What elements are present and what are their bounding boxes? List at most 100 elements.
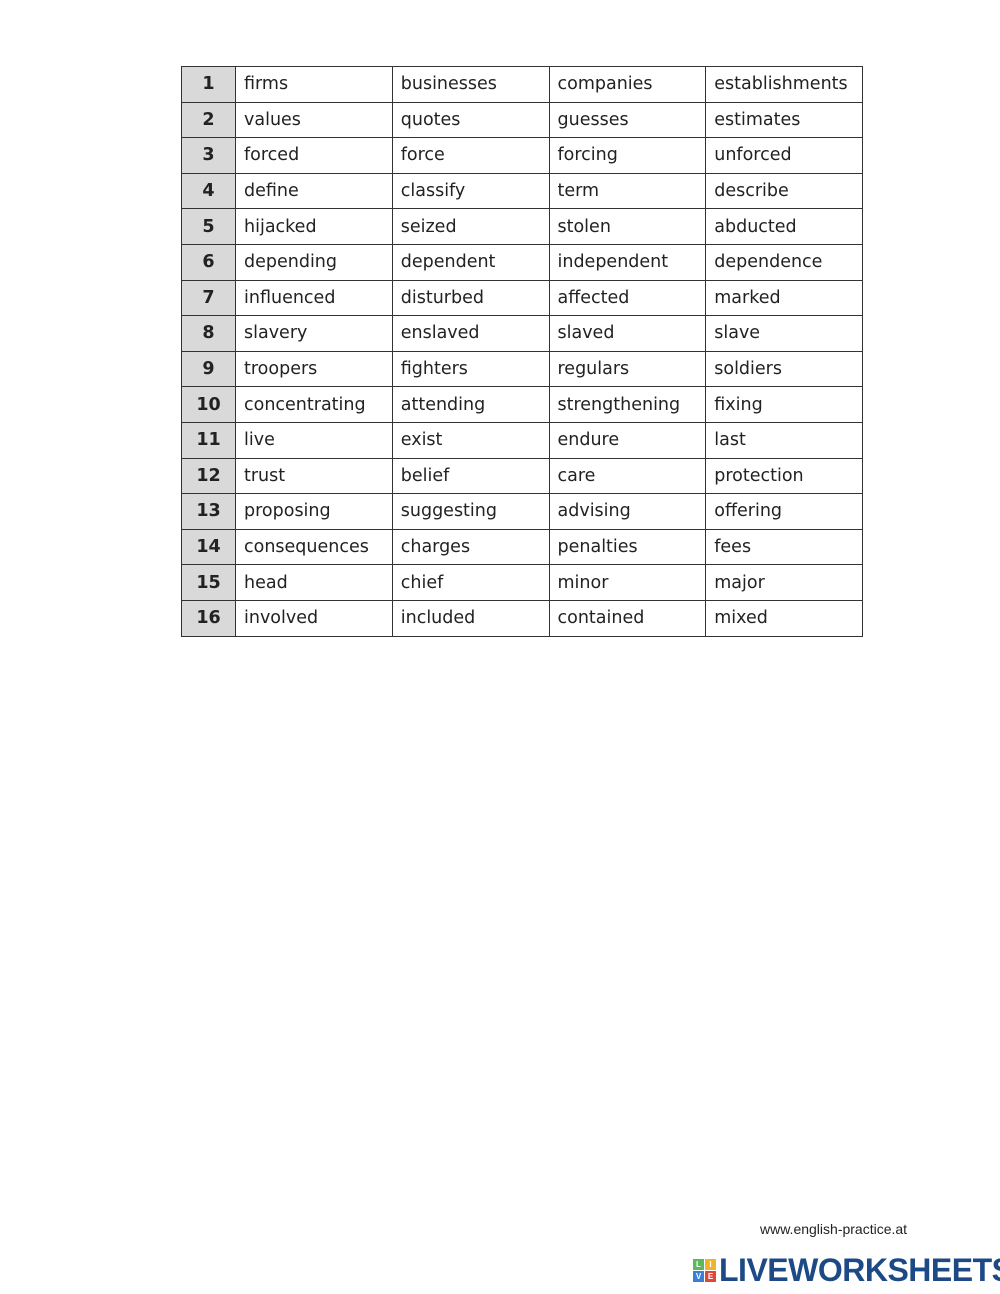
row-number: 9 xyxy=(181,350,236,388)
word-option: hijacked xyxy=(235,208,393,245)
word-option: influenced xyxy=(235,279,393,317)
table-row: 6 depending dependent independent dependence xyxy=(181,243,863,281)
word-option: businesses xyxy=(391,66,550,103)
table-row: 14 consequences charges penalties fees xyxy=(181,528,863,566)
row-number: 11 xyxy=(181,421,236,459)
word-option: contained xyxy=(548,599,707,637)
table-row: 11 live exist endure last xyxy=(181,421,863,459)
word-option: forced xyxy=(235,137,393,174)
table-row: 5 hijacked seized stolen abducted xyxy=(181,208,863,245)
row-number: 2 xyxy=(181,101,236,139)
word-option: force xyxy=(391,137,550,174)
table-row: 16 involved included contained mixed xyxy=(181,599,863,637)
logo-letter: E xyxy=(705,1270,716,1282)
word-option: describe xyxy=(705,172,863,210)
word-option: dependent xyxy=(391,243,550,281)
word-option: major xyxy=(705,564,863,601)
row-number: 16 xyxy=(181,599,236,637)
word-option: exist xyxy=(391,421,550,459)
row-number: 15 xyxy=(181,564,236,601)
word-option: charges xyxy=(391,528,550,566)
word-option: mixed xyxy=(705,599,863,637)
word-option: companies xyxy=(548,66,707,103)
table-row: 4 define classify term describe xyxy=(181,172,863,210)
word-option: protection xyxy=(705,457,863,495)
word-option: soldiers xyxy=(705,350,863,388)
table-row: 15 head chief minor major xyxy=(181,564,863,601)
word-option: firms xyxy=(235,66,393,103)
row-number: 5 xyxy=(181,208,236,245)
table-row: 9 troopers fighters regulars soldiers xyxy=(181,350,863,388)
word-option: care xyxy=(548,457,707,495)
word-option: last xyxy=(705,421,863,459)
table-row: 2 values quotes guesses estimates xyxy=(181,101,863,139)
word-option: chief xyxy=(391,564,550,601)
word-option: slavery xyxy=(235,315,393,352)
word-option: concentrating xyxy=(235,386,393,423)
word-option: regulars xyxy=(548,350,707,388)
row-number: 13 xyxy=(181,493,236,530)
row-number: 8 xyxy=(181,315,236,352)
word-option: enslaved xyxy=(391,315,550,352)
website-url: www.english-practice.at xyxy=(760,1221,908,1237)
table-row: 12 trust belief care protection xyxy=(181,457,863,495)
word-option: consequences xyxy=(235,528,393,566)
word-option: classify xyxy=(391,172,550,210)
word-option: dependence xyxy=(705,243,863,281)
word-option: stolen xyxy=(548,208,707,245)
table-row: 13 proposing suggesting advising offering xyxy=(181,493,863,530)
logo-text: LIVEWORKSHEETS xyxy=(719,1252,1000,1288)
table-row: 1 firms businesses companies establishments xyxy=(181,66,863,103)
word-option: offering xyxy=(705,493,863,530)
word-option: seized xyxy=(391,208,550,245)
word-option: independent xyxy=(548,243,707,281)
word-option: trust xyxy=(235,457,393,495)
word-option: depending xyxy=(235,243,393,281)
row-number: 10 xyxy=(181,386,236,423)
logo-letter: I xyxy=(705,1258,716,1270)
word-option: endure xyxy=(548,421,707,459)
word-option: slave xyxy=(705,315,863,352)
word-option: attending xyxy=(391,386,550,423)
word-option: fees xyxy=(705,528,863,566)
word-option: abducted xyxy=(705,208,863,245)
word-option: minor xyxy=(548,564,707,601)
row-number: 12 xyxy=(181,457,236,495)
word-option: slaved xyxy=(548,315,707,352)
word-option: head xyxy=(235,564,393,601)
row-number: 1 xyxy=(181,66,236,103)
vocabulary-table: 1 firms businesses companies establishments 2… xyxy=(181,66,863,637)
word-option: marked xyxy=(705,279,863,317)
word-option: define xyxy=(235,172,393,210)
word-option: strengthening xyxy=(548,386,707,423)
word-option: troopers xyxy=(235,350,393,388)
table-row: 8 slavery enslaved slaved slave xyxy=(181,315,863,352)
word-option: involved xyxy=(235,599,393,637)
word-option: fighters xyxy=(391,350,550,388)
word-option: forcing xyxy=(548,137,707,174)
word-option: suggesting xyxy=(391,493,550,530)
word-option: affected xyxy=(548,279,707,317)
table-row: 7 influenced disturbed affected marked xyxy=(181,279,863,317)
word-option: advising xyxy=(548,493,707,530)
logo-letter: V xyxy=(693,1270,704,1282)
row-number: 4 xyxy=(181,172,236,210)
word-option: belief xyxy=(391,457,550,495)
word-option: quotes xyxy=(391,101,550,139)
word-option: penalties xyxy=(548,528,707,566)
word-option: fixing xyxy=(705,386,863,423)
word-option: guesses xyxy=(548,101,707,139)
logo-letter: L xyxy=(693,1258,704,1270)
word-option: estimates xyxy=(705,101,863,139)
word-option: establishments xyxy=(705,66,863,103)
row-number: 14 xyxy=(181,528,236,566)
row-number: 3 xyxy=(181,137,236,174)
word-option: included xyxy=(391,599,550,637)
table-row: 10 concentrating attending strengthening fix… xyxy=(181,386,863,423)
word-option: proposing xyxy=(235,493,393,530)
word-option: disturbed xyxy=(391,279,550,317)
table-row: 3 forced force forcing unforced xyxy=(181,137,863,174)
row-number: 6 xyxy=(181,243,236,281)
